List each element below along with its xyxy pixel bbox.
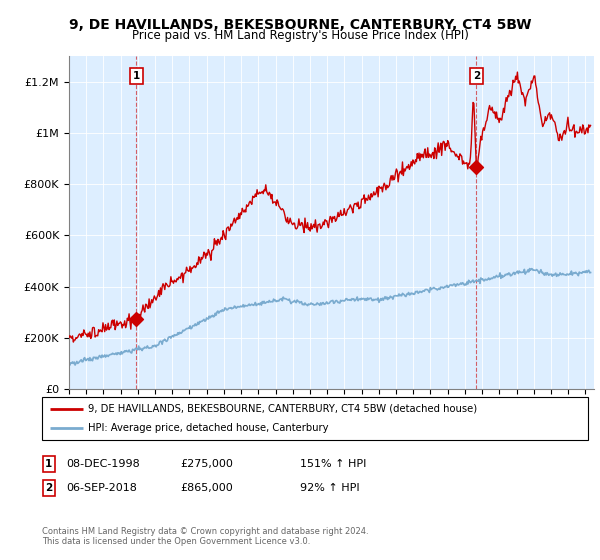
Text: 2: 2 xyxy=(473,71,480,81)
Text: Price paid vs. HM Land Registry's House Price Index (HPI): Price paid vs. HM Land Registry's House … xyxy=(131,29,469,42)
Text: 9, DE HAVILLANDS, BEKESBOURNE, CANTERBURY, CT4 5BW (detached house): 9, DE HAVILLANDS, BEKESBOURNE, CANTERBUR… xyxy=(88,404,478,413)
Text: 9, DE HAVILLANDS, BEKESBOURNE, CANTERBURY, CT4 5BW: 9, DE HAVILLANDS, BEKESBOURNE, CANTERBUR… xyxy=(69,18,531,32)
Text: 1: 1 xyxy=(133,71,140,81)
Text: 92% ↑ HPI: 92% ↑ HPI xyxy=(300,483,359,493)
Text: £865,000: £865,000 xyxy=(180,483,233,493)
Point xyxy=(472,163,481,172)
Text: 1: 1 xyxy=(45,459,52,469)
Text: 08-DEC-1998: 08-DEC-1998 xyxy=(66,459,140,469)
Text: Contains HM Land Registry data © Crown copyright and database right 2024.: Contains HM Land Registry data © Crown c… xyxy=(42,528,368,536)
FancyBboxPatch shape xyxy=(42,397,588,440)
Text: 06-SEP-2018: 06-SEP-2018 xyxy=(66,483,137,493)
Text: 151% ↑ HPI: 151% ↑ HPI xyxy=(300,459,367,469)
Text: This data is licensed under the Open Government Licence v3.0.: This data is licensed under the Open Gov… xyxy=(42,537,310,546)
Point xyxy=(131,314,141,323)
FancyBboxPatch shape xyxy=(43,456,55,472)
FancyBboxPatch shape xyxy=(43,480,55,496)
Text: £275,000: £275,000 xyxy=(180,459,233,469)
Text: HPI: Average price, detached house, Canterbury: HPI: Average price, detached house, Cant… xyxy=(88,423,329,433)
Text: 2: 2 xyxy=(45,483,52,493)
